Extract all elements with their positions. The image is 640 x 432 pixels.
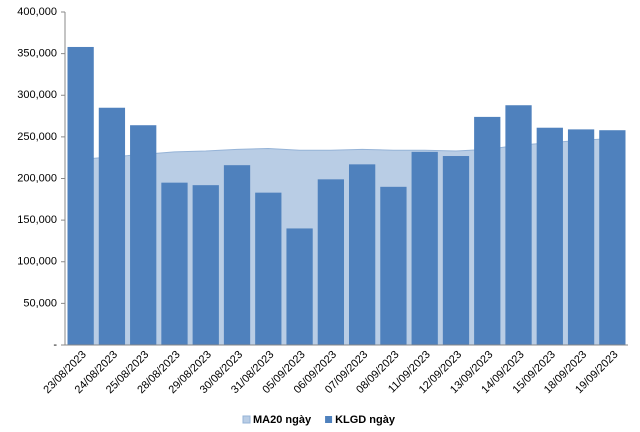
bar <box>474 116 501 346</box>
y-tick-label: 100,000 <box>17 256 57 268</box>
bar <box>286 228 313 345</box>
bar <box>161 182 188 345</box>
y-tick-label: 400,000 <box>17 6 57 18</box>
ma-area <box>80 138 613 346</box>
y-tick-label: 350,000 <box>17 48 57 60</box>
legend-label: MA20 ngày <box>253 414 312 426</box>
y-tick-label: 50,000 <box>23 297 57 309</box>
bar <box>349 164 376 345</box>
bar <box>98 107 126 345</box>
bar <box>317 179 344 345</box>
y-tick-label: - <box>53 339 57 351</box>
legend-swatch <box>325 416 333 423</box>
legend-swatch <box>242 415 251 424</box>
bar <box>255 192 282 345</box>
bar <box>505 105 532 346</box>
bar <box>442 156 470 345</box>
bar <box>567 129 595 345</box>
bar <box>223 165 251 345</box>
y-tick-label: 300,000 <box>17 89 57 101</box>
bar <box>411 151 438 345</box>
legend-label: KLGD ngày <box>335 414 396 426</box>
y-tick-label: 250,000 <box>17 131 57 143</box>
y-tick-label: 150,000 <box>17 214 57 226</box>
bar <box>192 185 219 345</box>
bar <box>130 125 157 345</box>
bar <box>380 186 407 345</box>
bar <box>599 130 626 345</box>
y-tick-label: 200,000 <box>17 172 57 184</box>
bar <box>67 46 94 346</box>
bar <box>536 127 563 345</box>
legend: MA20 ngày KLGD ngày <box>242 414 396 426</box>
